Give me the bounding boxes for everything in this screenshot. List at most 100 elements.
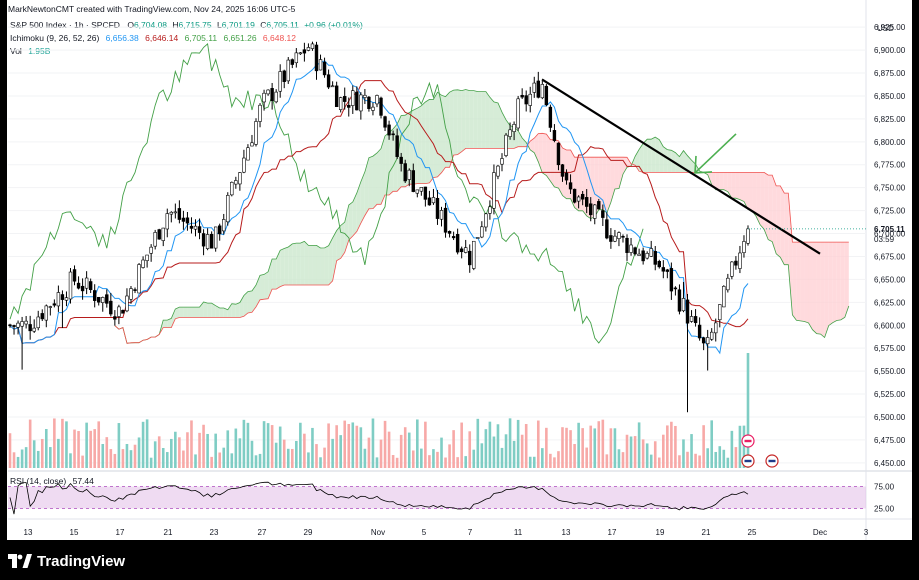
candle-body <box>222 219 226 232</box>
candle-body <box>718 304 722 321</box>
candle-body <box>464 247 468 253</box>
candle <box>629 237 633 256</box>
rsi-value: 57.44 <box>72 476 94 486</box>
volume-bar <box>573 443 576 468</box>
candle <box>492 164 496 215</box>
volume-bar <box>133 444 137 468</box>
volume-bar <box>561 427 564 468</box>
cloud-segment <box>308 245 313 285</box>
candle <box>468 244 472 273</box>
candle-body <box>593 204 597 219</box>
candle <box>262 89 266 111</box>
time-axis-label: 13 <box>24 528 33 537</box>
symbol-legend[interactable]: S&P 500 Index · 1h · SPCFD O6,704.08 H6,… <box>10 20 363 30</box>
candle-body <box>645 253 649 259</box>
candle <box>367 96 371 112</box>
volume-bar <box>161 448 165 468</box>
candle-body <box>302 49 307 54</box>
rsi-legend[interactable]: RSI (14, close) 57.44 <box>10 476 94 486</box>
candle-body <box>722 286 726 308</box>
candle <box>282 69 286 89</box>
volume-bar <box>117 423 121 468</box>
candle <box>552 124 557 143</box>
volume-bar <box>278 426 282 468</box>
candle-body <box>181 217 186 222</box>
candle <box>218 223 222 241</box>
candle-body <box>524 95 528 105</box>
volume-bar <box>694 453 697 468</box>
ichimoku-label[interactable]: Ichimoku (9, 26, 52, 26) <box>10 33 100 43</box>
currency-label[interactable]: USD <box>877 24 894 33</box>
time-axis-label: 7 <box>468 528 473 537</box>
countdown-label: 03:59 <box>874 235 895 244</box>
vol-label[interactable]: Vol <box>10 46 22 56</box>
cloud-segment <box>235 302 240 318</box>
cloud-segment <box>844 242 849 318</box>
candle-body <box>661 267 666 272</box>
ohlc-open: 6,704.08 <box>133 20 168 30</box>
candle <box>605 212 609 240</box>
candle-body <box>165 213 169 230</box>
ichimoku-legend[interactable]: Ichimoku (9, 26, 52, 26) 6,656.38 6,646.… <box>10 33 296 43</box>
cloud-segment <box>300 241 305 285</box>
candle-body <box>399 156 403 164</box>
candle <box>201 229 206 256</box>
cloud-segment <box>304 241 309 285</box>
candle <box>387 120 391 140</box>
candle <box>464 239 468 254</box>
volume-bar <box>674 425 677 468</box>
cloud-segment <box>389 128 394 195</box>
cloud-segment <box>348 201 353 241</box>
cloud-segment <box>493 101 498 149</box>
cloud-segment <box>332 230 337 281</box>
candle <box>520 88 524 100</box>
last-price-label: 6,705.11 <box>874 225 905 234</box>
cloud-segment <box>195 307 200 318</box>
volume-bar <box>16 456 20 468</box>
candle-body <box>520 94 524 98</box>
volume-bar <box>262 421 266 468</box>
candle-body <box>411 170 415 192</box>
candle <box>435 189 440 225</box>
cloud-segment <box>175 307 180 319</box>
candle-body <box>72 269 77 282</box>
candle-body <box>468 250 472 266</box>
volume-legend[interactable]: Vol 1.95B <box>10 46 50 56</box>
candle <box>512 121 516 141</box>
volume-bar <box>629 436 633 468</box>
candle-body <box>157 229 161 240</box>
volume-bar <box>516 419 520 468</box>
symbol-line[interactable]: S&P 500 Index · 1h · SPCFD <box>10 20 120 30</box>
volume-bar <box>581 428 584 468</box>
candle-body <box>423 186 428 200</box>
volume-bar <box>589 425 593 468</box>
cloud-segment <box>469 90 474 149</box>
rsi-label[interactable]: RSI (14, close) <box>10 476 67 486</box>
volume-bar <box>549 453 552 468</box>
candle <box>347 97 351 117</box>
cloud-segment <box>820 242 825 338</box>
cloud-segment <box>497 103 502 149</box>
candle-body <box>355 91 359 111</box>
candle <box>564 169 569 185</box>
candle <box>32 319 36 333</box>
candle-body <box>363 94 367 98</box>
candle <box>516 95 520 131</box>
cloud-segment <box>550 139 555 187</box>
candle-body <box>149 246 153 254</box>
volume-bar <box>436 451 439 468</box>
time-axis-label: 23 <box>210 528 219 537</box>
cloud-segment <box>643 139 648 173</box>
candle <box>72 265 77 286</box>
candle-body <box>605 219 609 239</box>
cloud-segment <box>461 89 466 152</box>
cloud-segment <box>381 136 386 205</box>
candle <box>371 102 375 116</box>
candle-body <box>56 292 61 307</box>
candle-body <box>246 147 250 161</box>
volume-bar <box>351 422 355 468</box>
candle <box>572 188 577 204</box>
volume-bar <box>633 436 637 468</box>
cloud-segment <box>272 258 277 290</box>
